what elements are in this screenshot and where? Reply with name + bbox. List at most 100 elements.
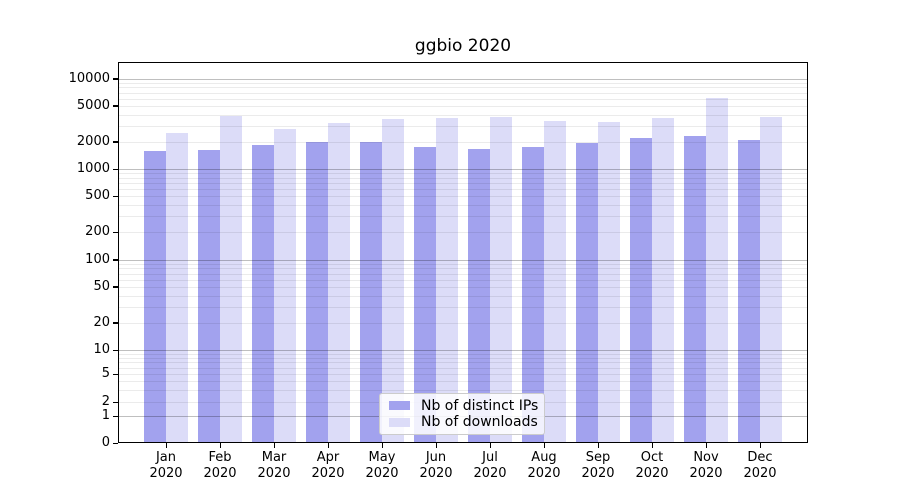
y-tick-mark-10000 [113,78,118,80]
gridline-700 [119,183,807,184]
y-tick-label-2: 2 [101,394,110,409]
gridline-7 [119,362,807,363]
bar-nb-of-distinct-ips-nov-2020 [684,136,706,443]
x-tick-label-aug-2020: Aug 2020 [527,450,561,481]
gridline-600 [119,189,807,190]
gridline-80 [119,268,807,269]
y-tick-mark-100 [113,259,118,261]
gridline-300 [119,216,807,217]
bar-nb-of-downloads-sep-2020 [598,122,620,443]
bar-nb-of-distinct-ips-mar-2020 [252,145,274,443]
x-tick-mark-mar-2020 [273,443,275,448]
bar-nb-of-distinct-ips-jan-2020 [144,150,166,443]
gridline-50 [119,287,807,288]
gridline-3000 [119,126,807,127]
gridline-10000 [119,79,807,80]
legend-label-nb-of-downloads: Nb of downloads [421,414,538,431]
gridline-800 [119,178,807,179]
gridline-5 [119,374,807,375]
y-tick-label-1: 1 [101,408,110,423]
legend-row-nb-of-distinct-ips: Nb of distinct IPs [389,397,539,414]
bar-nb-of-downloads-feb-2020 [220,115,242,443]
y-tick-label-20: 20 [93,314,110,330]
x-tick-mark-apr-2020 [327,443,329,448]
bar-nb-of-downloads-apr-2020 [328,123,350,443]
gridline-70 [119,274,807,275]
y-tick-mark-2 [113,401,118,403]
y-tick-label-500: 500 [85,188,110,204]
gridline-500 [119,196,807,197]
x-tick-label-apr-2020: Apr 2020 [311,450,345,481]
x-tick-mark-nov-2020 [705,443,707,448]
x-tick-mark-may-2020 [381,443,383,448]
y-tick-label-1000: 1000 [76,161,110,176]
x-tick-label-sep-2020: Sep 2020 [581,450,615,481]
x-tick-mark-aug-2020 [543,443,545,448]
bar-nb-of-distinct-ips-dec-2020 [738,139,760,443]
gridline-9000 [119,83,807,84]
x-tick-label-mar-2020: Mar 2020 [257,450,291,481]
bar-nb-of-downloads-dec-2020 [760,116,782,443]
x-tick-mark-jul-2020 [489,443,491,448]
bar-nb-of-downloads-jul-2020 [490,116,512,443]
bar-nb-of-distinct-ips-may-2020 [360,141,382,443]
y-tick-label-0: 0 [101,435,110,450]
bar-nb-of-downloads-nov-2020 [706,98,728,443]
y-tick-mark-200 [113,231,118,234]
y-tick-label-100: 100 [85,251,110,267]
gridline-10 [119,350,807,351]
gridline-20 [119,323,807,324]
gridline-2000 [119,142,807,143]
y-tick-label-200: 200 [85,224,110,240]
x-tick-label-jan-2020: Jan 2020 [149,450,183,481]
y-tick-mark-1000 [113,168,118,170]
y-tick-mark-20 [113,322,118,324]
gridline-4000 [119,115,807,116]
y-tick-mark-500 [113,195,118,198]
y-tick-label-5000: 5000 [76,97,110,113]
gridline-400 [119,205,807,206]
y-tick-mark-5 [113,373,118,375]
x-tick-mark-jun-2020 [435,443,437,448]
y-tick-mark-1 [113,415,118,417]
bar-nb-of-distinct-ips-jun-2020 [414,146,436,443]
bar-nb-of-downloads-jan-2020 [166,132,188,443]
y-tick-label-10000: 10000 [68,70,110,86]
y-tick-label-5: 5 [101,366,110,381]
gridline-900 [119,173,807,174]
x-tick-label-nov-2020: Nov 2020 [689,450,723,481]
y-tick-mark-50 [113,286,118,288]
gridline-90 [119,264,807,265]
x-tick-label-jul-2020: Jul 2020 [473,450,507,481]
gridline-1000 [119,169,807,170]
y-tick-mark-2000 [113,141,118,143]
x-tick-label-dec-2020: Dec 2020 [743,450,777,481]
x-tick-label-jun-2020: Jun 2020 [419,450,453,481]
y-tick-label-10: 10 [93,342,110,357]
y-tick-mark-10 [113,349,118,351]
legend-label-nb-of-distinct-ips: Nb of distinct IPs [421,397,539,414]
y-tick-mark-5000 [113,105,118,107]
gridline-200 [119,232,807,233]
gridline-8 [119,358,807,359]
gridline-8000 [119,87,807,88]
x-tick-mark-sep-2020 [597,443,599,448]
gridline-100 [119,260,807,261]
bar-nb-of-downloads-aug-2020 [544,120,566,443]
x-tick-mark-oct-2020 [651,443,653,448]
gridline-6 [119,368,807,369]
bar-nb-of-downloads-jun-2020 [436,118,458,443]
x-tick-label-feb-2020: Feb 2020 [203,450,237,481]
gridline-5000 [119,106,807,107]
y-tick-label-2000: 2000 [76,133,110,149]
legend: Nb of distinct IPs Nb of downloads [379,393,545,435]
bar-nb-of-distinct-ips-apr-2020 [306,142,328,443]
bar-nb-of-distinct-ips-sep-2020 [576,142,598,443]
gridline-30 [119,307,807,308]
x-tick-mark-jan-2020 [165,443,167,448]
bar-nb-of-distinct-ips-oct-2020 [630,137,652,443]
bar-nb-of-distinct-ips-aug-2020 [522,147,544,443]
bar-nb-of-downloads-mar-2020 [274,128,296,443]
gridline-9 [119,354,807,355]
